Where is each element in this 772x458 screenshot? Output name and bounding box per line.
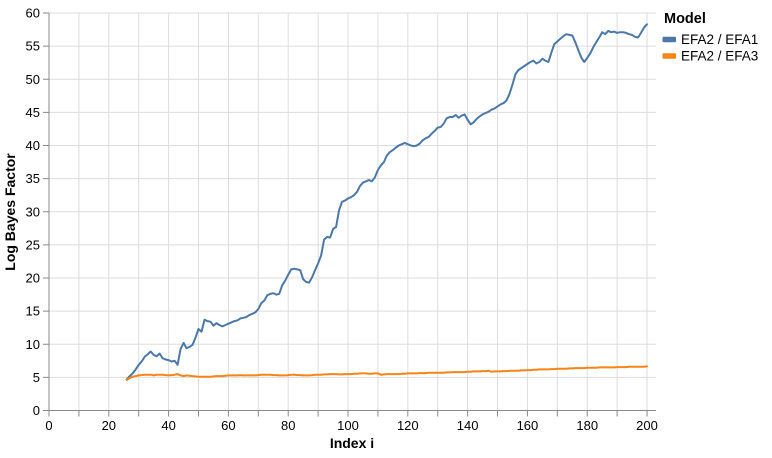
y-axis-title: Log Bayes Factor [2,153,18,271]
series-line-efa2-efa1 [125,23,648,381]
y-tick-label: 45 [26,105,40,120]
x-tick-label: 200 [636,418,658,433]
y-tick-label: 0 [33,403,40,418]
y-tick-label: 20 [26,271,40,286]
y-tick-label: 25 [26,237,40,252]
x-tick-label: 100 [337,418,359,433]
x-tick-label: 40 [161,418,175,433]
y-tick-label: 10 [26,337,40,352]
y-tick-label: 50 [26,72,40,87]
y-tick-label: 5 [33,370,40,385]
x-tick-label: 180 [576,418,598,433]
x-tick-label: 160 [517,418,539,433]
y-tick-label: 55 [26,39,40,54]
legend-swatch-efa2-efa3 [662,53,676,59]
legend-label-efa2-efa1: EFA2 / EFA1 [681,32,758,47]
series-layer [125,23,648,381]
y-tick-label: 15 [26,304,40,319]
x-tick-label: 20 [102,418,116,433]
legend-swatch-efa2-efa1 [662,36,676,43]
legend-entries: EFA2 / EFA1 EFA2 / EFA3 [662,32,758,64]
y-tick-label: 40 [26,138,40,153]
x-tick-label: 140 [457,418,479,433]
x-axis-title: Index i [330,435,374,451]
grid-layer [49,12,656,411]
y-tick-label: 30 [26,204,40,219]
series-line-efa2-efa3 [125,365,648,381]
y-tick-label: 35 [26,171,40,186]
x-tick-label: 120 [397,418,419,433]
x-tick-label: 0 [45,418,52,433]
legend-label-efa2-efa3: EFA2 / EFA3 [681,49,758,64]
x-tick-label: 60 [221,418,235,433]
x-tick-label: 80 [281,418,295,433]
legend-title: Model [664,11,706,27]
legend: Model EFA2 / EFA1 EFA2 / EFA3 [662,11,758,64]
y-tick-label: 60 [26,6,40,21]
axis-layer: 0 20 40 60 80 100 120 140 160 180 200 0 5 10 15 20 25 30 3… [26,6,658,434]
